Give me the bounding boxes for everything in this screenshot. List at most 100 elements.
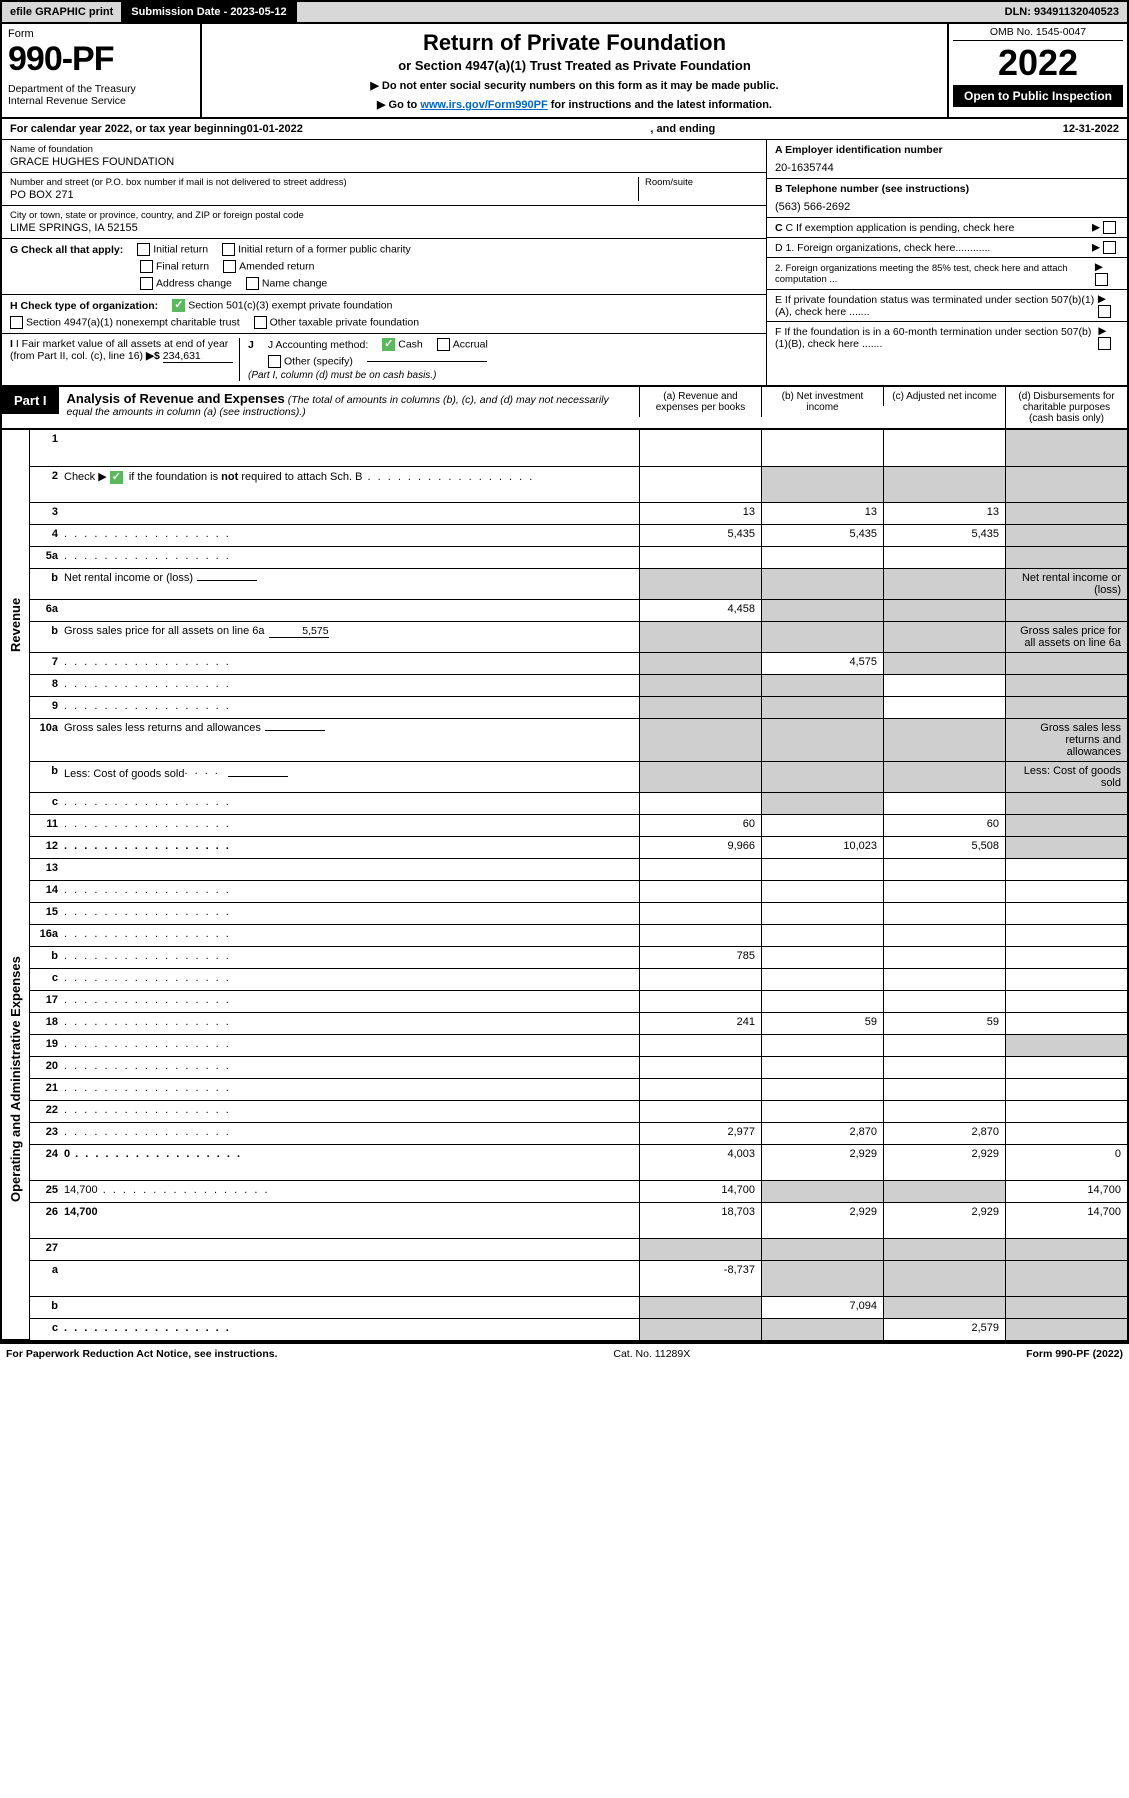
chk-other-method[interactable] — [268, 355, 281, 368]
chk-initial[interactable] — [137, 243, 150, 256]
cell-a — [639, 1101, 761, 1122]
chk-d2[interactable] — [1095, 273, 1108, 286]
cell-a — [639, 903, 761, 924]
opt-cash: Cash — [398, 338, 423, 350]
name-box: Name of foundation GRACE HUGHES FOUNDATI… — [2, 140, 766, 173]
line-description — [62, 503, 639, 524]
cell-c — [883, 969, 1005, 990]
cell-a: 18,703 — [639, 1203, 761, 1238]
chk-initial-former[interactable] — [222, 243, 235, 256]
info-right: A Employer identification number 20-1635… — [767, 140, 1127, 385]
line-description — [62, 815, 639, 836]
footer-left: For Paperwork Reduction Act Notice, see … — [6, 1348, 278, 1360]
table-row: 19 — [30, 1034, 1127, 1056]
cell-b: 2,929 — [761, 1203, 883, 1238]
part1-header: Part I Analysis of Revenue and Expenses … — [0, 387, 1129, 430]
chk-addr-change[interactable] — [140, 277, 153, 290]
chk-e[interactable] — [1098, 305, 1111, 318]
calendar-year-row: For calendar year 2022, or tax year begi… — [0, 119, 1129, 140]
table-row: 2Check ▶ if the foundation is not requir… — [30, 466, 1127, 502]
chk-d1[interactable] — [1103, 241, 1116, 254]
cell-d — [1005, 837, 1127, 858]
line-description — [62, 1079, 639, 1100]
city-label: City or town, state or province, country… — [10, 210, 758, 221]
cell-a — [639, 430, 761, 466]
cell-c — [883, 1079, 1005, 1100]
foundation-name: GRACE HUGHES FOUNDATION — [10, 156, 758, 168]
line-description — [62, 600, 639, 621]
cell-d — [1005, 430, 1127, 466]
cell-a: 5,435 — [639, 525, 761, 546]
cell-c: 2,929 — [883, 1203, 1005, 1238]
notice-ssn: ▶ Do not enter social security numbers o… — [210, 79, 939, 92]
chk-final[interactable] — [140, 260, 153, 273]
line-number: 12 — [30, 837, 62, 858]
table-row: 15 — [30, 902, 1127, 924]
chk-c[interactable] — [1103, 221, 1116, 234]
line-description: 14,700 — [62, 1181, 639, 1202]
cell-b: 13 — [761, 503, 883, 524]
cell-b — [761, 925, 883, 946]
table-row: 27 — [30, 1238, 1127, 1260]
opt-initial: Initial return — [153, 243, 208, 255]
chk-501c3[interactable] — [172, 299, 185, 312]
line-description — [62, 947, 639, 968]
opt-final: Final return — [156, 260, 209, 272]
line-number: 20 — [30, 1057, 62, 1078]
addr-label: Number and street (or P.O. box number if… — [10, 177, 638, 188]
cell-c — [883, 947, 1005, 968]
chk-name-change[interactable] — [246, 277, 259, 290]
form-number: 990-PF — [8, 40, 194, 79]
cell-a: 14,700 — [639, 1181, 761, 1202]
city-value: LIME SPRINGS, IA 52155 — [10, 222, 758, 234]
tel-label: B Telephone number (see instructions) — [775, 183, 1119, 195]
line-number: 4 — [30, 525, 62, 546]
cell-b — [761, 762, 883, 792]
col-a-head: (a) Revenue and expenses per books — [639, 387, 761, 417]
city-box: City or town, state or province, country… — [2, 206, 766, 239]
chk-accrual[interactable] — [437, 338, 450, 351]
part1-title: Analysis of Revenue and Expenses — [67, 391, 285, 406]
name-label: Name of foundation — [10, 144, 758, 155]
cell-d — [1005, 1123, 1127, 1144]
chk-other-tax[interactable] — [254, 316, 267, 329]
efile-label: efile GRAPHIC print — [2, 2, 123, 22]
open-public-label: Open to Public Inspection — [953, 85, 1123, 107]
cell-d — [1005, 547, 1127, 568]
e-label: E If private foundation status was termi… — [775, 294, 1098, 318]
table-row: 129,96610,0235,508 — [30, 836, 1127, 858]
chk-4947[interactable] — [10, 316, 23, 329]
cell-b — [761, 569, 883, 599]
cell-a — [639, 1297, 761, 1318]
form-subtitle: or Section 4947(a)(1) Trust Treated as P… — [210, 58, 939, 73]
cell-d — [1005, 881, 1127, 902]
opt-initial-former: Initial return of a former public charit… — [238, 243, 411, 255]
table-row: 21 — [30, 1078, 1127, 1100]
irs-link[interactable]: www.irs.gov/Form990PF — [420, 99, 547, 111]
chk-f[interactable] — [1098, 337, 1111, 350]
cell-b — [761, 947, 883, 968]
cell-b — [761, 1319, 883, 1340]
line-number: 7 — [30, 653, 62, 674]
chk-cash[interactable] — [382, 338, 395, 351]
arrow-icon: ▶$ — [146, 350, 163, 362]
line-description — [62, 1297, 639, 1318]
cell-b — [761, 881, 883, 902]
side-opex: Operating and Administrative Expenses — [2, 820, 29, 1340]
cell-d — [1005, 653, 1127, 674]
cell-d: 14,700 — [1005, 1181, 1127, 1202]
table-row: a-8,737 — [30, 1260, 1127, 1296]
cell-c: 13 — [883, 503, 1005, 524]
chk-schb[interactable] — [110, 471, 123, 484]
cell-d — [1005, 1013, 1127, 1034]
cell-d — [1005, 947, 1127, 968]
col-c-head: (c) Adjusted net income — [883, 387, 1005, 406]
ein-box: A Employer identification number 20-1635… — [767, 140, 1127, 179]
cell-c — [883, 1181, 1005, 1202]
line-number: 22 — [30, 1101, 62, 1122]
tel-box: B Telephone number (see instructions) (5… — [767, 179, 1127, 218]
chk-amended[interactable] — [223, 260, 236, 273]
table-row: 9 — [30, 696, 1127, 718]
cell-c — [883, 467, 1005, 502]
cell-c — [883, 1101, 1005, 1122]
